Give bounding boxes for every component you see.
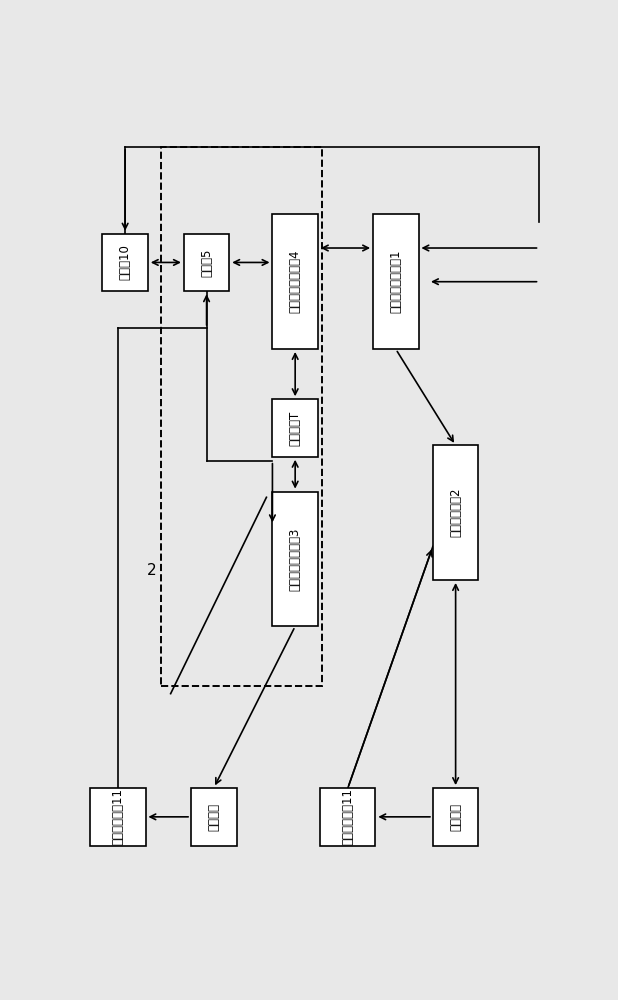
Bar [433,788,478,846]
Bar [90,788,145,846]
Text: 初级开关驱动模块3: 初级开关驱动模块3 [289,527,302,591]
Bar [373,214,418,349]
Bar [191,788,237,846]
Text: 单体电池: 单体电池 [207,803,220,831]
Bar [273,492,318,626]
Text: 单片来5: 单片来5 [200,248,213,277]
Bar [433,445,478,580]
Text: 反激变压T: 反激变压T [289,410,302,446]
Bar [161,147,321,686]
Text: 2: 2 [146,563,156,578]
Text: 次级开关驱动模块4: 次级开关驱动模块4 [289,250,302,313]
Bar [273,214,318,349]
Bar [184,234,229,291]
Bar [273,399,318,457]
Text: 能量总线存储单关1: 能量总线存储单关1 [389,250,402,313]
Bar [103,234,148,291]
Text: 单体电池: 单体电池 [449,803,462,831]
Text: 控制嚙10: 控制嚙10 [119,245,132,280]
Text: 电压检测模坣11: 电压检测模坣11 [111,788,124,845]
Text: 均衡控制单关2: 均衡控制单关2 [449,488,462,537]
Bar [320,788,375,846]
Text: 电压检测模坣11: 电压检测模坣11 [341,788,354,845]
